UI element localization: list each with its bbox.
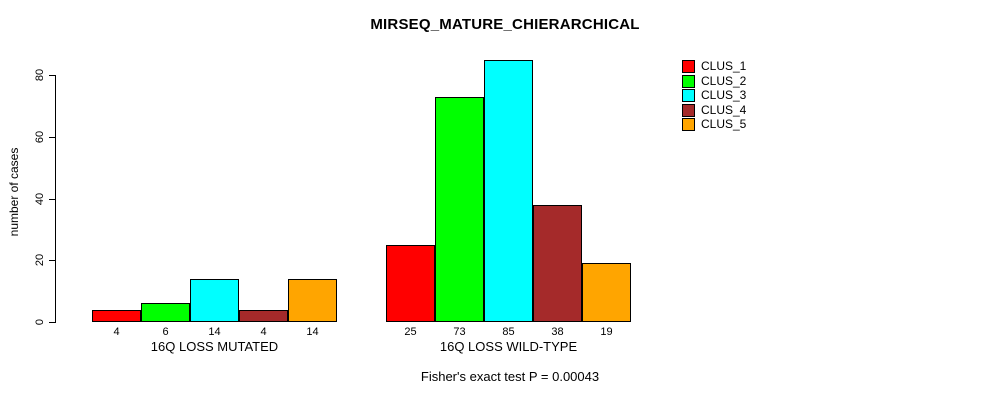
legend-swatch-icon <box>682 75 695 88</box>
legend-swatch-icon <box>682 60 695 73</box>
y-tick <box>49 75 56 76</box>
bar-value-label: 6 <box>162 326 169 338</box>
bar-value-label: 25 <box>404 326 417 338</box>
bar-clus_1 <box>386 245 435 322</box>
legend-label: CLUS_5 <box>701 117 747 131</box>
y-tick <box>49 199 56 200</box>
legend-label: CLUS_3 <box>701 88 747 102</box>
bar-clus_4 <box>533 205 582 322</box>
legend-swatch-icon <box>682 89 695 102</box>
legend-item-clus_4: CLUS_4 <box>682 104 746 117</box>
legend-swatch-icon <box>682 104 695 117</box>
y-tick-label: 40 <box>34 192 46 206</box>
legend-label: CLUS_4 <box>701 103 747 117</box>
bar-clus_5 <box>582 263 631 322</box>
bar-value-label: 85 <box>502 326 515 338</box>
annotation-text: Fisher's exact test P = 0.00043 <box>420 369 600 384</box>
legend-item-clus_2: CLUS_2 <box>682 75 746 88</box>
bar-value-label: 4 <box>113 326 120 338</box>
y-tick-label: 80 <box>34 68 46 82</box>
bar-clus_1 <box>92 310 141 322</box>
bar-clus_3 <box>484 60 533 322</box>
legend-item-clus_1: CLUS_1 <box>682 60 746 73</box>
bar-clus_2 <box>141 303 190 322</box>
y-tick <box>49 322 56 323</box>
legend-label: CLUS_1 <box>701 59 747 73</box>
bar-value-label: 38 <box>551 326 564 338</box>
category-label: 16Q LOSS MUTATED <box>150 339 279 354</box>
legend-item-clus_5: CLUS_5 <box>682 118 746 131</box>
bar-clus_3 <box>190 279 239 322</box>
chart-title: MIRSEQ_MATURE_CHIERARCHICAL <box>370 16 640 33</box>
y-tick <box>49 260 56 261</box>
category-label: 16Q LOSS WILD-TYPE <box>439 339 578 354</box>
bar-clus_4 <box>239 310 288 322</box>
legend-swatch-icon <box>682 118 695 131</box>
y-axis-label: number of cases <box>7 147 21 237</box>
y-tick-label: 0 <box>34 318 46 326</box>
bar-value-label: 73 <box>453 326 466 338</box>
y-tick-label: 20 <box>34 253 46 267</box>
bar-value-label: 14 <box>306 326 319 338</box>
legend-item-clus_3: CLUS_3 <box>682 89 746 102</box>
y-tick-label: 60 <box>34 130 46 144</box>
bar-value-label: 4 <box>260 326 267 338</box>
legend-label: CLUS_2 <box>701 74 747 88</box>
bar-value-label: 14 <box>208 326 221 338</box>
y-tick <box>49 137 56 138</box>
bar-value-label: 19 <box>600 326 613 338</box>
bar-clus_5 <box>288 279 337 322</box>
bar-clus_2 <box>435 97 484 322</box>
